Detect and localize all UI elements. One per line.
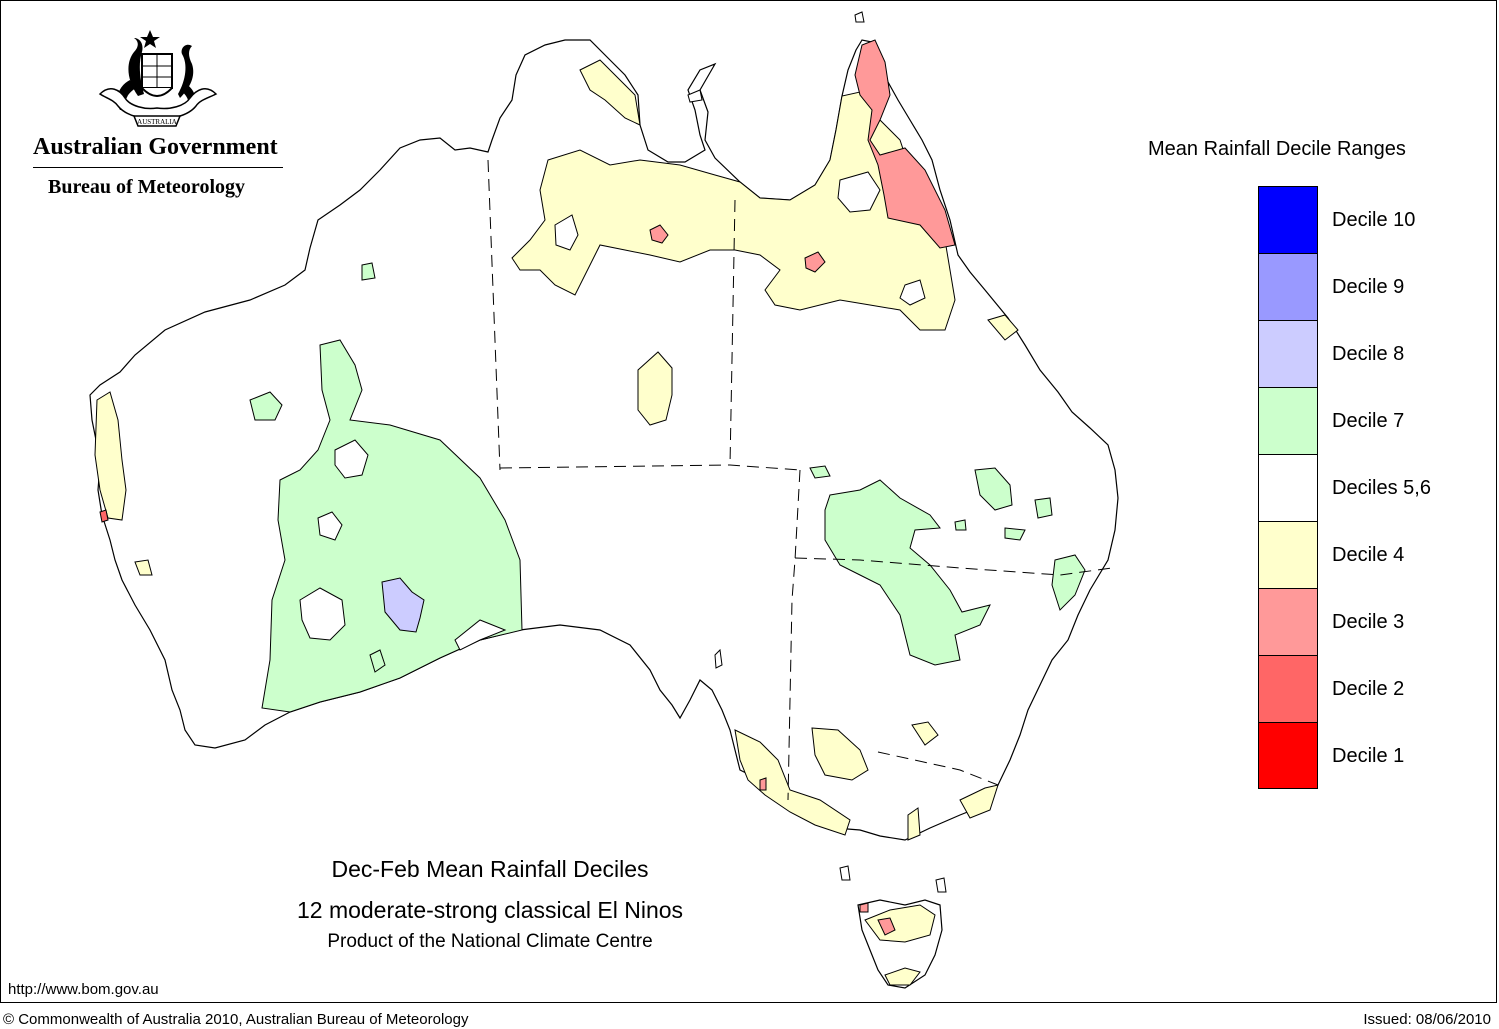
bureau-title: Bureau of Meteorology: [48, 176, 246, 198]
legend-swatch: Decile 1: [1258, 722, 1404, 789]
legend-swatch: Decile 7: [1258, 387, 1404, 454]
state-borders: [487, 159, 1113, 801]
map-subtitle: 12 moderate-strong classical El Ninos: [296, 897, 684, 923]
map-product-note: Product of the National Climate Centre: [327, 931, 653, 952]
motto-text: AUSTRALIA: [137, 118, 177, 126]
title-divider: [33, 167, 283, 168]
mainland-outline: [89, 39, 1119, 841]
legend-swatch: Deciles 5,6: [1258, 454, 1431, 521]
issued-date: Issued: 08/06/2010: [1363, 1011, 1491, 1028]
australia-map: [89, 11, 1119, 989]
legend-label: Decile 3: [1332, 611, 1405, 633]
legend-label: Decile 8: [1332, 343, 1405, 365]
map-frame: [0, 0, 1497, 1003]
decile-5-6-holes: [554, 171, 926, 306]
map-title: Dec-Feb Mean Rainfall Deciles: [331, 856, 649, 882]
islands: [687, 11, 947, 893]
legend-label: Decile 10: [1332, 209, 1416, 231]
copyright-notice: © Commonwealth of Australia 2010, Austra…: [3, 1011, 469, 1028]
government-title: Australian Government: [33, 134, 278, 160]
coat-of-arms-logo: AUSTRALIA: [98, 30, 218, 127]
decile-7-holes: [299, 439, 507, 651]
decile-2-region: [99, 509, 109, 523]
legend-label: Decile 7: [1332, 410, 1405, 432]
decile-3-regions: [649, 39, 956, 936]
legend-label: Decile 2: [1332, 678, 1405, 700]
legend-swatch: Decile 8: [1258, 320, 1404, 387]
legend-label: Decile 4: [1332, 544, 1405, 566]
legend-swatch: Decile 10: [1258, 186, 1415, 253]
legend-swatch: Decile 4: [1258, 521, 1404, 588]
legend-label: Decile 1: [1332, 745, 1405, 767]
legend-title: Mean Rainfall Decile Ranges: [1148, 138, 1406, 160]
website-link[interactable]: http://www.bom.gov.au: [8, 981, 159, 998]
legend-label: Deciles 5,6: [1332, 477, 1431, 499]
decile-8-region: [381, 577, 425, 633]
legend-label: Decile 9: [1332, 276, 1405, 298]
decile-4-regions: [94, 59, 1019, 986]
legend-swatch: Decile 2: [1258, 655, 1404, 722]
legend-swatch: Decile 9: [1258, 253, 1404, 320]
legend-swatch: Decile 3: [1258, 588, 1404, 655]
legend: Decile 10 Decile 9 Decile 8 Decile 7 Deciles…: [1258, 186, 1431, 789]
